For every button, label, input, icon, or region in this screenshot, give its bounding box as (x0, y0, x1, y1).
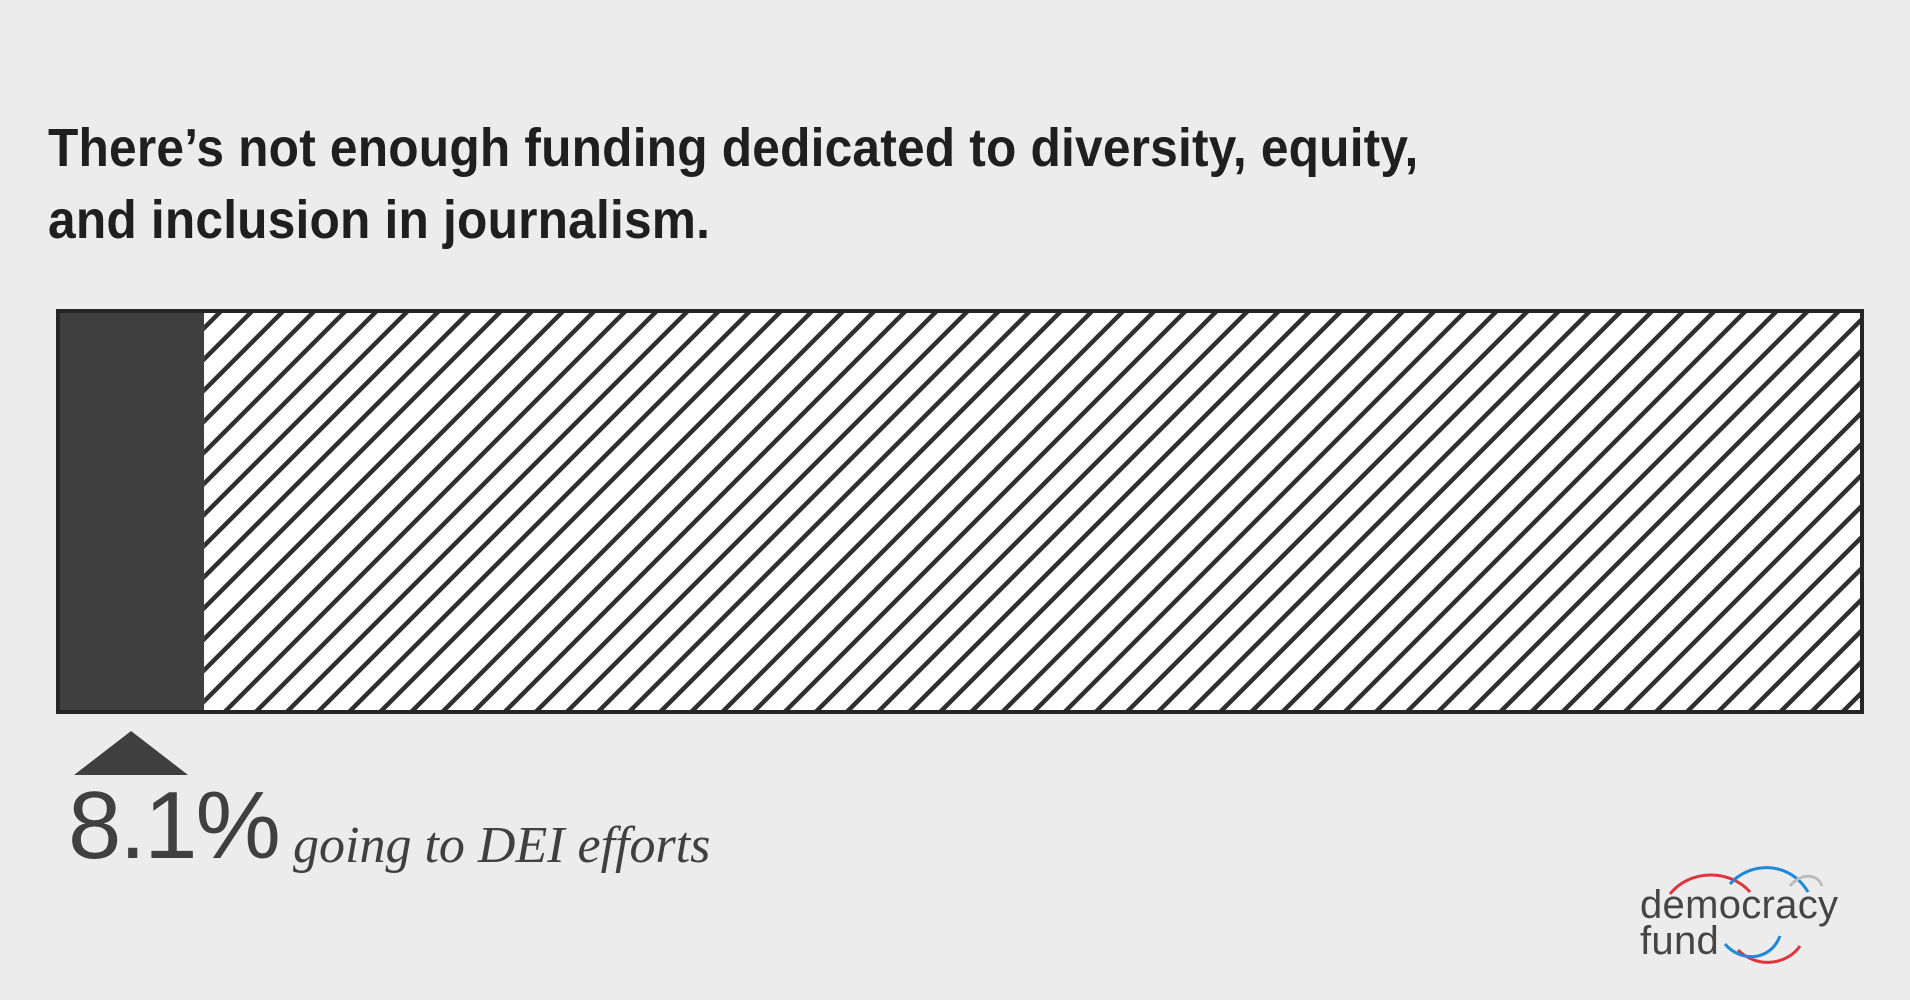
logo-rings-icon (1668, 866, 1824, 964)
logo-text-democracy: democracy (1640, 883, 1839, 927)
bar-segment-dei (58, 311, 205, 712)
value-label: 8.1% (68, 772, 281, 879)
value-pointer-triangle (74, 731, 189, 775)
democracy-fund-logo: democracy fund (1630, 864, 1870, 964)
bar-outline (56, 309, 1864, 714)
logo-text-fund: fund (1640, 919, 1720, 963)
value-caption: going to DEI efforts (293, 817, 711, 874)
bar-segment-remaining (204, 311, 1862, 712)
chart-title: There’s not enough funding dedicated to … (48, 118, 1419, 250)
bar-group (56, 309, 1864, 714)
